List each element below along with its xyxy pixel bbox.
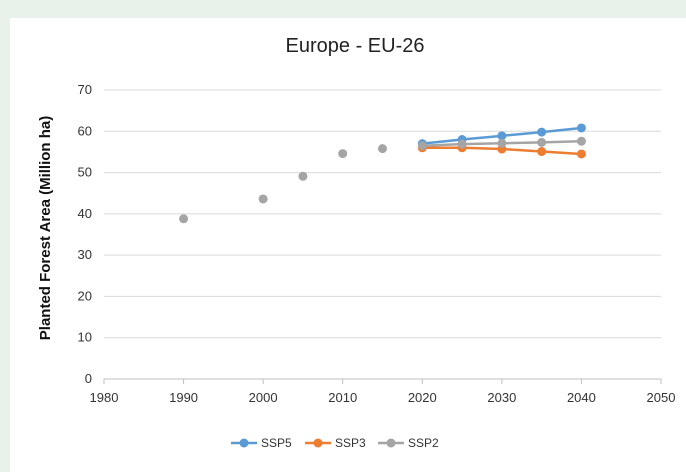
historical-point <box>378 144 387 154</box>
series-point-ssp2 <box>497 138 507 148</box>
y-axis-label: Planted Forest Area (Million ha) <box>37 116 54 340</box>
plot-marks <box>179 123 586 224</box>
y-tick-label: 40 <box>78 206 92 221</box>
y-tick-label: 0 <box>85 371 92 386</box>
y-tick-label: 50 <box>78 165 92 180</box>
y-tick-label: 20 <box>78 288 92 303</box>
x-tick-label: 1990 <box>169 390 198 405</box>
x-tick-label: 2010 <box>328 390 357 405</box>
legend-marker-ssp2 <box>386 438 396 448</box>
chart-title: Europe - EU-26 <box>286 35 425 57</box>
series-point-ssp2 <box>576 136 586 146</box>
legend-label-ssp5: SSP5 <box>261 436 292 450</box>
series-point-ssp2 <box>537 137 547 147</box>
historical-point <box>338 149 348 159</box>
y-tick-label: 70 <box>78 82 92 97</box>
axes <box>103 378 662 384</box>
x-tick-label: 2030 <box>487 390 516 405</box>
legend-label-ssp3: SSP3 <box>335 436 366 450</box>
chart-panel: Europe - EU-26 0 10 20 30 40 50 60 70 1980 1990 2… <box>10 18 686 472</box>
y-tick-labels: 0 10 20 30 40 50 60 70 <box>78 82 92 386</box>
y-tick-label: 30 <box>78 247 92 262</box>
series-point-ssp5 <box>537 127 547 137</box>
series-point-ssp3 <box>537 147 547 157</box>
series-point-ssp3 <box>576 149 586 159</box>
legend: SSP5 SSP3 SSP2 <box>231 436 439 450</box>
x-tick-label: 2040 <box>567 390 596 405</box>
series-point-ssp2 <box>457 139 467 149</box>
gridlines <box>104 89 661 339</box>
y-tick-label: 10 <box>78 330 92 345</box>
historical-point <box>258 194 268 204</box>
x-tick-label: 2000 <box>249 390 278 405</box>
x-tick-label: 1980 <box>90 390 119 405</box>
legend-marker-ssp3 <box>313 438 323 448</box>
historical-point <box>179 214 189 224</box>
x-tick-label: 2050 <box>647 390 676 405</box>
series-point-ssp5 <box>576 123 586 133</box>
x-tick-labels: 1980 1990 2000 2010 2020 2030 2040 2050 <box>90 390 676 405</box>
x-tick-label: 2020 <box>408 390 437 405</box>
historical-point <box>298 171 308 181</box>
y-tick-label: 60 <box>78 123 92 138</box>
series-point-ssp2 <box>417 141 427 151</box>
legend-marker-ssp5 <box>239 438 249 448</box>
legend-label-ssp2: SSP2 <box>408 436 439 450</box>
series-point-ssp5 <box>497 131 507 141</box>
